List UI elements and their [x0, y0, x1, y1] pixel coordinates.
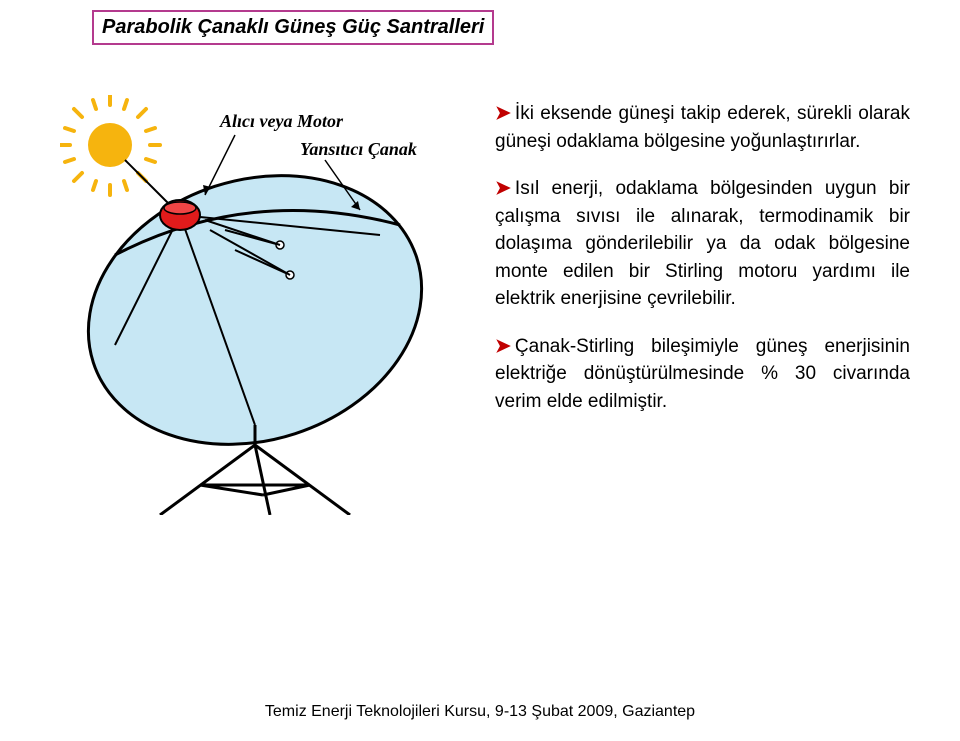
slide-footer: Temiz Enerji Teknolojileri Kursu, 9-13 Ş… — [0, 703, 960, 721]
bullet-text: Isıl enerji, odaklama bölgesinden uygun … — [495, 178, 910, 309]
bullet-list: ➤İki eksende güneşi takip ederek, sürekl… — [495, 100, 910, 435]
reflector-dish — [60, 134, 457, 486]
parabolic-dish-diagram: Alıcı veya Motor Yansıtıcı Çanak — [60, 95, 480, 515]
bullet-arrow-icon: ➤ — [495, 178, 511, 199]
receiver-label: Alıcı veya Motor — [219, 111, 344, 131]
slide-title: Parabolik Çanaklı Güneş Güç Santralleri — [92, 10, 494, 45]
bullet-item: ➤Çanak-Stirling bileşimiyle güneş enerji… — [495, 333, 910, 416]
bullet-item: ➤İki eksende güneşi takip ederek, sürekl… — [495, 100, 910, 155]
bullet-text: Çanak-Stirling bileşimiyle güneş enerjis… — [495, 336, 910, 412]
bullet-text: İki eksende güneşi takip ederek, sürekli… — [495, 103, 910, 152]
receiver-icon — [160, 200, 200, 230]
reflector-label: Yansıtıcı Çanak — [300, 139, 417, 159]
bullet-arrow-icon: ➤ — [495, 336, 511, 357]
bullet-arrow-icon: ➤ — [495, 103, 511, 124]
bullet-item: ➤Isıl enerji, odaklama bölgesinden uygun… — [495, 175, 910, 313]
